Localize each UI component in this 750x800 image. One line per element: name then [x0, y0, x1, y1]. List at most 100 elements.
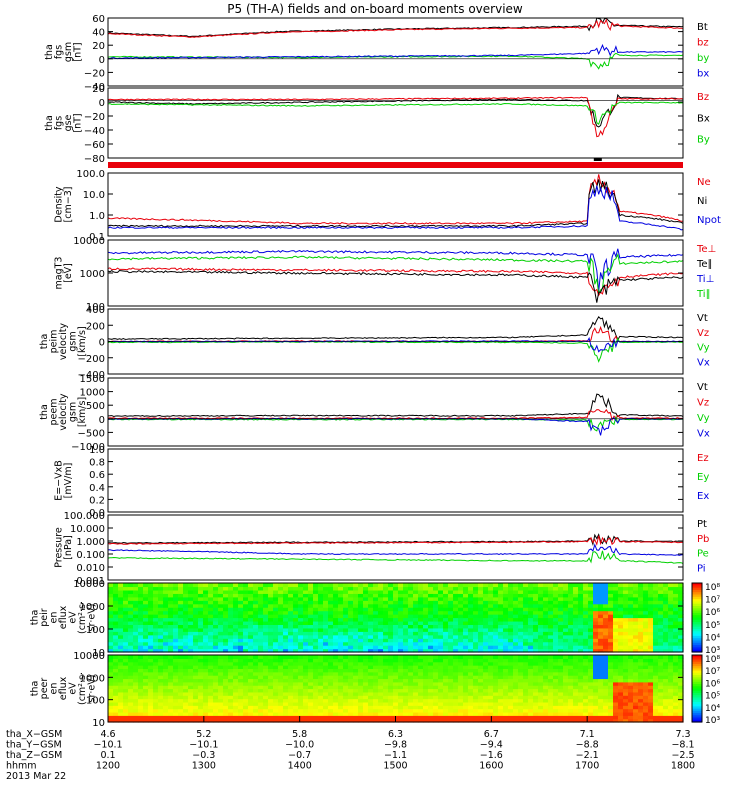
spectrogram-cell [168, 627, 174, 632]
spectrogram-cell [438, 711, 444, 716]
spectrogram-cell [163, 624, 169, 629]
spectrogram-cell [238, 645, 244, 650]
spectrogram-cell [523, 658, 529, 663]
spectrogram-cell [653, 701, 659, 706]
spectrogram-cell [148, 685, 154, 690]
spectrogram-cell [668, 589, 674, 594]
spectrogram-cell [193, 688, 199, 693]
spectrogram-cell [538, 691, 544, 696]
spectrogram-cell [578, 593, 584, 598]
xaxis-row-value: 7.1 [580, 729, 595, 740]
spectrogram-cell [483, 675, 489, 680]
spectrogram-cell [238, 634, 244, 639]
spectrogram-cell [218, 607, 224, 612]
spectrogram-cell [348, 655, 354, 659]
spectrogram-cell [428, 641, 434, 646]
spectrogram-cell [513, 638, 519, 643]
spectrogram-cell [148, 631, 154, 636]
series-peem_velocity-Vx [108, 417, 684, 436]
spectrogram-cell [508, 600, 514, 605]
spectrogram-cell [483, 691, 489, 696]
spectrogram-cell [113, 675, 119, 680]
spectrogram-cell [133, 705, 139, 710]
spectrogram-cell [633, 708, 639, 713]
spectrogram-cell [133, 610, 139, 615]
spectrogram-cell [278, 715, 284, 720]
spectrogram-cell [473, 620, 479, 625]
spectrogram-cell [413, 589, 419, 594]
spectrogram-cell [463, 688, 469, 693]
spectrogram-cell [678, 589, 684, 594]
spectrogram-cell [268, 715, 274, 720]
spectrogram-cell [483, 665, 489, 669]
spectrogram-cell [528, 718, 534, 723]
spectrogram-cell [628, 641, 634, 646]
spectrogram-cell [608, 583, 614, 588]
spectrogram-cell [593, 586, 599, 591]
spectrogram-cell [273, 583, 279, 588]
spectrogram-cell [438, 593, 444, 598]
spectrogram-cell [453, 589, 459, 594]
spectrogram-cell [678, 614, 684, 619]
spectrogram-cell [448, 617, 454, 622]
spectrogram-cell [218, 614, 224, 619]
spectrogram-cell [158, 691, 164, 696]
spectrogram-cell [473, 586, 479, 591]
spectrogram-cell [353, 671, 359, 676]
spectrogram-cell [663, 624, 669, 629]
panel-pressure: 100.00010.0001.0000.1000.0100.001Pressur… [53, 511, 709, 587]
series-peim_velocity-Vy [107, 337, 683, 363]
spectrogram-cell [478, 586, 484, 591]
spectrogram-cell [318, 620, 324, 625]
spectrogram-cell [203, 600, 209, 605]
spectrogram-cell [233, 678, 239, 683]
spectrogram-cell [528, 641, 534, 646]
spectrogram-cell [343, 583, 349, 588]
spectrogram-cell [453, 603, 459, 608]
spectrogram-cell [298, 603, 304, 608]
spectrogram-cell [393, 638, 399, 643]
spectrogram-cell [543, 593, 549, 598]
ytick-label: 0.001 [76, 576, 105, 587]
spectrogram-cell [323, 648, 329, 653]
spectrogram-cell [533, 607, 539, 612]
spectrogram-cell [478, 589, 484, 594]
spectrogram-cell [498, 708, 504, 713]
spectrogram-cell [138, 688, 144, 693]
spectrogram-cell [118, 645, 124, 650]
spectrogram-cell [593, 718, 599, 723]
spectrogram-cell [663, 701, 669, 706]
spectrogram-cell [603, 658, 609, 663]
spectrogram-cell [388, 610, 394, 615]
spectrogram-cell [348, 678, 354, 683]
spectrogram-cell [643, 661, 649, 666]
spectrogram-cell [468, 645, 474, 650]
spectrogram-cell [513, 624, 519, 629]
spectrogram-cell [378, 620, 384, 625]
spectrogram-cell [323, 685, 329, 690]
spectrogram-cell [283, 705, 289, 710]
colorbar-swatch [692, 655, 702, 658]
spectrogram-cell [608, 596, 614, 601]
spectrogram-cell [388, 596, 394, 601]
spectrogram-cell [323, 671, 329, 676]
spectrogram-cell [608, 678, 614, 683]
spectrogram-cell [368, 671, 374, 676]
spectrogram-cell [258, 718, 264, 723]
spectrogram-cell [553, 607, 559, 612]
spectrogram-cell [443, 688, 449, 693]
spectrogram-cell [228, 678, 234, 683]
spectrogram-cell [593, 685, 599, 690]
spectrogram-cell [163, 583, 169, 588]
spectrogram-cell [618, 638, 624, 643]
spectrogram-cell [623, 668, 629, 673]
ylabel-line: gse [63, 114, 74, 131]
spectrogram-cell [298, 600, 304, 605]
spectrogram-cell [468, 678, 474, 683]
spectrogram-cell [223, 695, 229, 700]
spectrogram-cell [633, 645, 639, 650]
spectrogram-cell [303, 711, 309, 716]
spectrogram-cell [603, 668, 609, 673]
spectrogram-cell [498, 603, 504, 608]
spectrogram-cell [613, 688, 619, 693]
